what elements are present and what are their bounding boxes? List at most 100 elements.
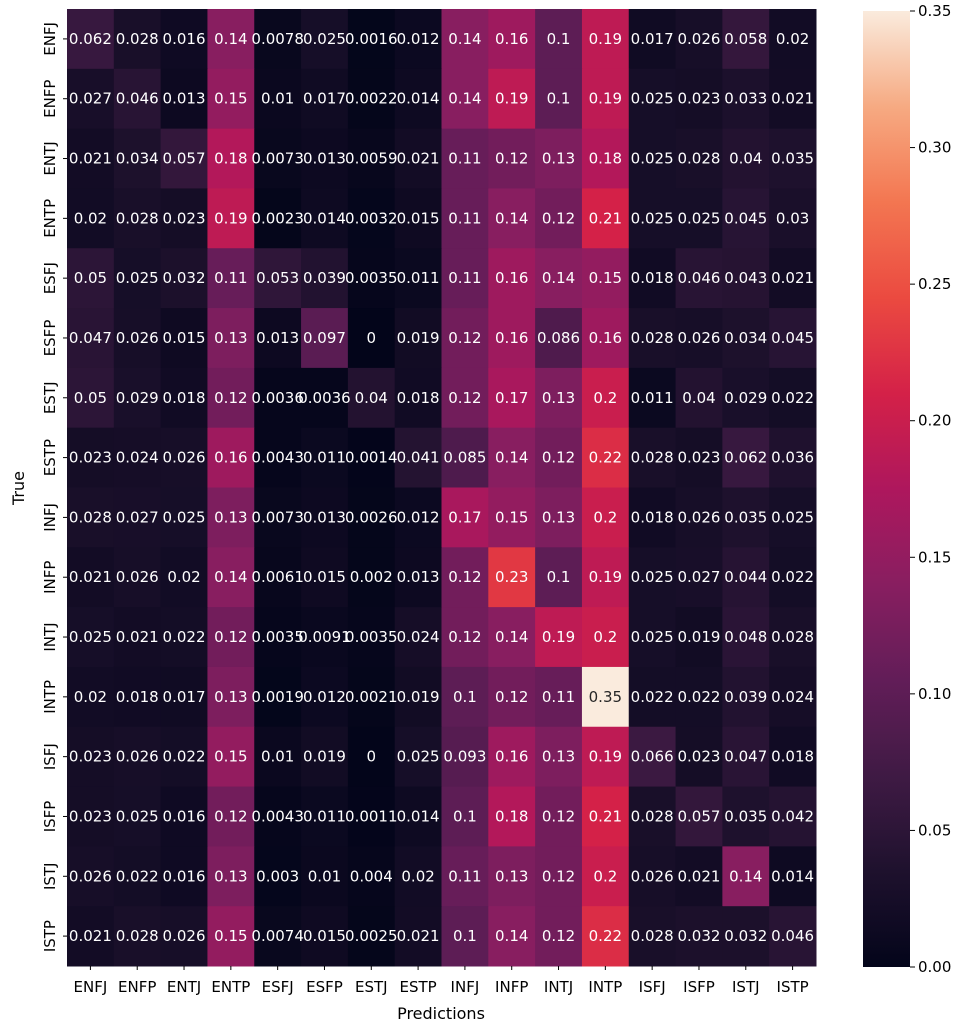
cell-value-label: 0.044 <box>724 568 767 586</box>
cell-value-label: 0.017 <box>163 688 206 706</box>
heatmap-cell <box>347 607 396 668</box>
heatmap-cell-labels: 0.062 0.028 0.016 0.14 0.0078 0.025 0.0016 0.01… <box>69 30 814 945</box>
x-tick-label: ISFP <box>683 978 715 996</box>
cell-value-label: 0.0043 <box>251 807 304 825</box>
cell-value-label: 0.021 <box>397 927 440 945</box>
heatmap-cell <box>769 427 817 488</box>
cell-value-label: 0.028 <box>116 30 159 48</box>
cell-value-label: 0.014 <box>303 209 346 227</box>
cell-value-label: 0.023 <box>69 807 112 825</box>
x-tick-label: ESTJ <box>355 978 388 996</box>
cell-value-label: 0.14 <box>495 628 528 646</box>
cell-value-label: 0.0073 <box>251 508 304 526</box>
cell-value-label: 0.17 <box>448 508 481 526</box>
heatmap-cell <box>301 427 349 488</box>
heatmap-cell <box>301 607 349 668</box>
heatmap-cell <box>394 846 442 907</box>
y-tick-label: INTP <box>41 680 59 714</box>
heatmap-cell <box>769 9 817 70</box>
cell-value-label: 0.022 <box>163 628 206 646</box>
heatmap-cell <box>628 487 677 548</box>
heatmap-cell <box>394 9 442 70</box>
heatmap-cell <box>394 188 442 249</box>
y-tick-label: ENTP <box>41 199 59 238</box>
heatmap-cell <box>113 128 162 189</box>
y-tick-label: ESTJ <box>41 381 59 414</box>
heatmap-cell <box>769 666 817 728</box>
cell-value-label: 0.16 <box>495 30 528 48</box>
cell-value-label: 0.034 <box>724 329 767 347</box>
cell-value-label: 0.017 <box>303 90 346 108</box>
heatmap-cell <box>254 427 302 488</box>
heatmap-cell <box>535 487 583 548</box>
cell-value-label: 0.014 <box>397 807 440 825</box>
cell-value-label: 0.2 <box>593 628 617 646</box>
cell-value-label: 0.021 <box>771 269 814 287</box>
cell-value-label: 0.0059 <box>345 150 398 168</box>
cell-value-label: 0.023 <box>677 748 720 766</box>
colorbar <box>863 11 910 967</box>
cell-value-label: 0.028 <box>116 927 159 945</box>
heatmap-cell <box>722 547 770 608</box>
heatmap-cell <box>675 68 723 130</box>
cell-value-label: 0.021 <box>677 867 720 885</box>
heatmap-cell <box>67 547 115 608</box>
cell-value-label: 0.15 <box>214 927 247 945</box>
heatmap-cell <box>722 308 770 369</box>
heatmap-cell <box>160 427 208 488</box>
cell-value-label: 0.016 <box>163 867 206 885</box>
cell-value-label: 0.16 <box>214 449 247 467</box>
cell-value-label: 0.04 <box>355 389 388 407</box>
cell-value-label: 0.024 <box>116 449 159 467</box>
heatmap-cell <box>722 68 770 130</box>
cell-value-label: 0.1 <box>453 807 477 825</box>
heatmap-cell <box>628 9 677 70</box>
heatmap-cell <box>207 248 255 309</box>
heatmap-cell <box>113 547 162 608</box>
cell-value-label: 0.016 <box>163 30 206 48</box>
heatmap-cell <box>301 188 349 249</box>
cell-value-label: 0.043 <box>724 269 767 287</box>
cell-value-label: 0.12 <box>542 867 575 885</box>
cell-value-label: 0.026 <box>116 568 159 586</box>
cell-value-label: 0.022 <box>163 748 206 766</box>
heatmap-cell <box>207 308 255 369</box>
heatmap-cell <box>160 846 208 907</box>
cell-value-label: 0.13 <box>214 329 247 347</box>
cell-value-label: 0.026 <box>631 867 674 885</box>
cell-value-label: 0.15 <box>214 90 247 108</box>
heatmap-cell <box>488 906 536 967</box>
heatmap-cell <box>535 666 583 728</box>
cell-value-label: 0.097 <box>303 329 346 347</box>
cell-value-label: 0.02 <box>167 568 200 586</box>
heatmap-cell <box>254 9 302 70</box>
heatmap-cell <box>207 607 255 668</box>
cell-value-label: 0.18 <box>495 807 528 825</box>
cell-value-label: 0.13 <box>542 508 575 526</box>
heatmap-cell <box>113 367 162 429</box>
heatmap-cell <box>441 188 489 249</box>
heatmap-cell <box>67 487 115 548</box>
cell-value-label: 0.1 <box>547 568 571 586</box>
cell-value-label: 0.13 <box>542 748 575 766</box>
heatmap-cell <box>160 547 208 608</box>
cell-value-label: 0.021 <box>69 927 112 945</box>
cell-value-label: 0.02 <box>74 209 107 227</box>
cell-value-label: 0.011 <box>397 269 440 287</box>
heatmap-cell <box>675 367 723 429</box>
cell-value-label: 0.0011 <box>345 807 398 825</box>
heatmap-cell <box>301 666 349 728</box>
heatmap-cell <box>394 248 442 309</box>
heatmap-cell <box>160 666 208 728</box>
heatmap-cell <box>207 726 255 788</box>
cell-value-label: 0.028 <box>116 209 159 227</box>
heatmap-cell <box>160 128 208 189</box>
heatmap-cell <box>675 248 723 309</box>
heatmap-cell <box>581 666 630 728</box>
cell-value-label: 0.18 <box>214 150 247 168</box>
cell-value-label: 0.0035 <box>345 628 398 646</box>
cell-value-label: 0.14 <box>448 30 481 48</box>
cell-value-label: 0.034 <box>116 150 159 168</box>
cell-value-label: 0.015 <box>303 927 346 945</box>
heatmap-cell <box>67 128 115 189</box>
